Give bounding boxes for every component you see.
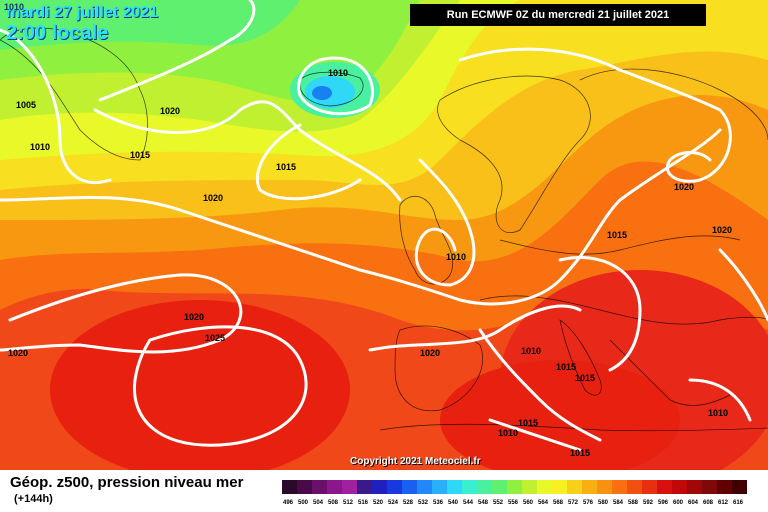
isobar-label: 1025 bbox=[205, 333, 226, 343]
scale-label: 540 bbox=[448, 500, 459, 506]
isobar-label: 1010 bbox=[30, 142, 51, 152]
forecast-time: mardi 27 juillet 2021 2:00 locale bbox=[6, 4, 158, 44]
isobar-label: 1015 bbox=[130, 150, 151, 160]
isobar-label: 1015 bbox=[570, 448, 591, 458]
scale-swatch bbox=[477, 480, 492, 494]
isobar-label: 1020 bbox=[184, 312, 205, 322]
isobar-label: 1010 bbox=[521, 346, 542, 356]
scale-swatch bbox=[357, 480, 372, 494]
scale-label: 608 bbox=[703, 500, 714, 506]
scale-swatch bbox=[717, 480, 732, 494]
forecast-local-time: 2:00 locale bbox=[6, 22, 109, 44]
scale-label: 512 bbox=[343, 500, 354, 506]
scale-label: 556 bbox=[508, 500, 519, 506]
scale-swatch bbox=[597, 480, 612, 494]
scale-label: 600 bbox=[673, 500, 684, 506]
scale-swatch bbox=[417, 480, 432, 494]
scale-swatch bbox=[402, 480, 417, 494]
scale-label: 560 bbox=[523, 500, 534, 506]
scale-label: 584 bbox=[613, 500, 624, 506]
forecast-date: mardi 27 juillet 2021 bbox=[6, 4, 159, 21]
scale-label: 528 bbox=[403, 500, 414, 506]
scale-label: 544 bbox=[463, 500, 474, 506]
scale-label: 612 bbox=[718, 500, 729, 506]
isobar-label: 1005 bbox=[16, 100, 37, 110]
isobar-label: 1020 bbox=[160, 106, 181, 116]
scale-swatch bbox=[507, 480, 522, 494]
scale-label: 604 bbox=[688, 500, 699, 506]
isobar-label: 1010 bbox=[4, 2, 25, 12]
isobar-label: 1010 bbox=[446, 252, 467, 262]
scale-label: 576 bbox=[583, 500, 594, 506]
scale-label: 508 bbox=[328, 500, 339, 506]
isobar-label: 1015 bbox=[518, 418, 539, 428]
scale-label: 580 bbox=[598, 500, 609, 506]
scale-label: 592 bbox=[643, 500, 654, 506]
scale-label: 532 bbox=[418, 500, 429, 506]
scale-label: 616 bbox=[733, 500, 744, 506]
scale-swatch bbox=[702, 480, 717, 494]
scale-label: 564 bbox=[538, 500, 549, 506]
scale-swatch bbox=[687, 480, 702, 494]
color-scale: 496 500 504 508 512 516 520 524 528 532 536 540 544 5… bbox=[282, 480, 747, 506]
scale-swatch bbox=[342, 480, 357, 494]
scale-swatch bbox=[627, 480, 642, 494]
legend-subtitle: (+144h) bbox=[14, 493, 53, 505]
scale-swatch bbox=[612, 480, 627, 494]
isobar-label: 1020 bbox=[8, 348, 29, 358]
isobar-label: 1015 bbox=[575, 373, 596, 383]
scale-swatch bbox=[567, 480, 582, 494]
isobar-label: 1020 bbox=[203, 193, 224, 203]
scale-label: 552 bbox=[493, 500, 504, 506]
scale-swatch bbox=[297, 480, 312, 494]
scale-swatch bbox=[462, 480, 477, 494]
isobar-label: 1015 bbox=[607, 230, 628, 240]
scale-swatch bbox=[657, 480, 672, 494]
scale-label: 496 bbox=[283, 500, 294, 506]
isobar-label: 1010 bbox=[498, 428, 519, 438]
scale-swatch bbox=[672, 480, 687, 494]
scale-swatch bbox=[732, 480, 747, 494]
scale-swatch bbox=[372, 480, 387, 494]
isobar-label: 1015 bbox=[556, 362, 577, 372]
scale-label: 548 bbox=[478, 500, 489, 506]
isobar-label: 1010 bbox=[328, 68, 349, 78]
scale-swatch bbox=[582, 480, 597, 494]
scale-swatch bbox=[432, 480, 447, 494]
scale-swatch bbox=[387, 480, 402, 494]
scale-swatch bbox=[492, 480, 507, 494]
scale-label: 588 bbox=[628, 500, 639, 506]
legend-title: Géop. z500, pression niveau mer bbox=[10, 474, 244, 491]
legend: Géop. z500, pression niveau mer (+144h) … bbox=[0, 470, 768, 512]
scale-label: 536 bbox=[433, 500, 444, 506]
scale-label: 516 bbox=[358, 500, 369, 506]
scale-label: 568 bbox=[553, 500, 564, 506]
geopotential-map bbox=[0, 0, 768, 470]
isobar-label: 1020 bbox=[420, 348, 441, 358]
scale-label: 504 bbox=[313, 500, 324, 506]
scale-swatch bbox=[522, 480, 537, 494]
run-info: Run ECMWF 0Z du mercredi 21 juillet 2021 bbox=[410, 4, 706, 26]
isobar-label: 1010 bbox=[708, 408, 729, 418]
scale-swatch bbox=[537, 480, 552, 494]
scale-label: 572 bbox=[568, 500, 579, 506]
scale-label: 520 bbox=[373, 500, 384, 506]
scale-swatch bbox=[327, 480, 342, 494]
copyright: Copyright 2021 Meteociel.fr bbox=[350, 456, 481, 467]
scale-label: 524 bbox=[388, 500, 399, 506]
scale-swatch bbox=[312, 480, 327, 494]
isobar-label: 1020 bbox=[712, 225, 733, 235]
scale-swatch bbox=[282, 480, 297, 494]
scale-swatch bbox=[642, 480, 657, 494]
isobar-label: 1020 bbox=[674, 182, 695, 192]
scale-label: 500 bbox=[298, 500, 309, 506]
scale-swatch bbox=[552, 480, 567, 494]
scale-label: 596 bbox=[658, 500, 669, 506]
isobar-label: 1015 bbox=[276, 162, 297, 172]
scale-swatch bbox=[447, 480, 462, 494]
